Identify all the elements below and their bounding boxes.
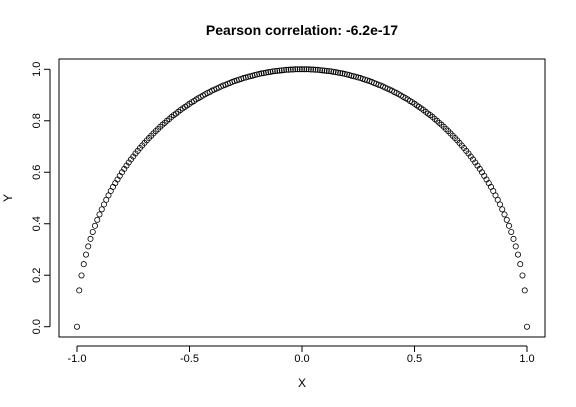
data-point xyxy=(89,228,96,235)
data-point xyxy=(76,287,83,294)
data-point xyxy=(510,235,517,242)
data-point xyxy=(508,228,515,235)
data-point xyxy=(314,66,321,73)
y-tick-label: 0.2 xyxy=(31,268,43,283)
data-point xyxy=(496,201,503,208)
x-axis: -1.0 -0.5 0.0 0.5 1.0 xyxy=(68,345,535,365)
data-point xyxy=(110,183,117,190)
data-point xyxy=(244,73,251,80)
data-point xyxy=(512,243,519,250)
data-point xyxy=(287,66,294,73)
data-point xyxy=(316,67,323,74)
data-point xyxy=(92,222,99,229)
data-point xyxy=(323,67,330,74)
data-point xyxy=(343,71,350,78)
data-point xyxy=(262,69,269,76)
data-point xyxy=(74,323,81,330)
y-tick-label: 0.8 xyxy=(31,113,43,128)
data-point xyxy=(298,66,305,73)
data-point xyxy=(332,69,339,76)
data-point xyxy=(312,66,319,73)
data-point xyxy=(348,72,355,79)
data-point xyxy=(85,243,92,250)
data-point xyxy=(303,66,310,73)
y-tick-label: 0.4 xyxy=(31,216,43,231)
data-point xyxy=(505,222,512,229)
data-point xyxy=(305,66,312,73)
data-point xyxy=(251,71,258,78)
data-point xyxy=(310,66,317,73)
data-point xyxy=(98,206,105,213)
x-tick-label: -1.0 xyxy=(68,353,87,365)
data-point xyxy=(260,70,267,77)
x-tick-label: 0.0 xyxy=(294,353,309,365)
data-point xyxy=(328,68,335,75)
data-point xyxy=(325,68,332,75)
data-point xyxy=(280,67,287,74)
data-point xyxy=(271,68,278,75)
data-point xyxy=(519,272,526,279)
data-point xyxy=(278,67,285,74)
data-point xyxy=(321,67,328,74)
data-point xyxy=(499,206,506,213)
data-point xyxy=(80,261,87,268)
data-point xyxy=(292,66,299,73)
data-point xyxy=(517,261,524,268)
data-point xyxy=(258,70,265,77)
data-point xyxy=(267,68,274,75)
x-axis-label: X xyxy=(298,376,306,390)
y-axis-label: Y xyxy=(1,194,15,202)
data-points xyxy=(74,66,531,330)
data-point xyxy=(515,251,522,258)
data-point xyxy=(294,66,301,73)
data-point xyxy=(83,251,90,258)
data-point xyxy=(240,75,247,82)
data-point xyxy=(253,71,260,78)
data-point xyxy=(285,66,292,73)
data-point xyxy=(334,69,341,76)
x-tick-label: -0.5 xyxy=(180,353,199,365)
y-tick-label: 0.0 xyxy=(31,319,43,334)
chart-title: Pearson correlation: -6.2e-17 xyxy=(206,22,398,38)
data-point xyxy=(337,70,344,77)
y-tick-label: 1.0 xyxy=(31,62,43,77)
data-point xyxy=(503,216,510,223)
data-point xyxy=(274,67,281,74)
data-point xyxy=(330,68,337,75)
data-point xyxy=(524,323,531,330)
data-point xyxy=(283,66,290,73)
data-point xyxy=(301,66,308,73)
data-point xyxy=(87,235,94,242)
data-point xyxy=(289,66,296,73)
data-point xyxy=(96,211,103,218)
y-tick-label: 0.6 xyxy=(31,165,43,180)
data-point xyxy=(296,66,303,73)
data-point xyxy=(265,69,272,76)
plot-frame xyxy=(58,58,546,338)
data-point xyxy=(319,67,326,74)
data-point xyxy=(276,67,283,74)
data-point xyxy=(339,70,346,77)
data-point xyxy=(521,287,528,294)
data-point xyxy=(307,66,314,73)
data-point xyxy=(494,196,501,203)
data-point xyxy=(256,70,263,77)
data-point xyxy=(501,211,508,218)
data-point xyxy=(247,73,254,80)
data-point xyxy=(101,201,108,208)
y-axis: 0.0 0.2 0.4 0.6 0.8 1.0 xyxy=(31,62,51,334)
data-point xyxy=(355,74,362,81)
data-point xyxy=(350,73,357,80)
data-point xyxy=(341,70,348,77)
x-tick-label: 1.0 xyxy=(519,353,534,365)
data-point xyxy=(78,272,85,279)
data-point xyxy=(269,68,276,75)
data-point xyxy=(94,216,101,223)
x-tick-label: 0.5 xyxy=(407,353,422,365)
